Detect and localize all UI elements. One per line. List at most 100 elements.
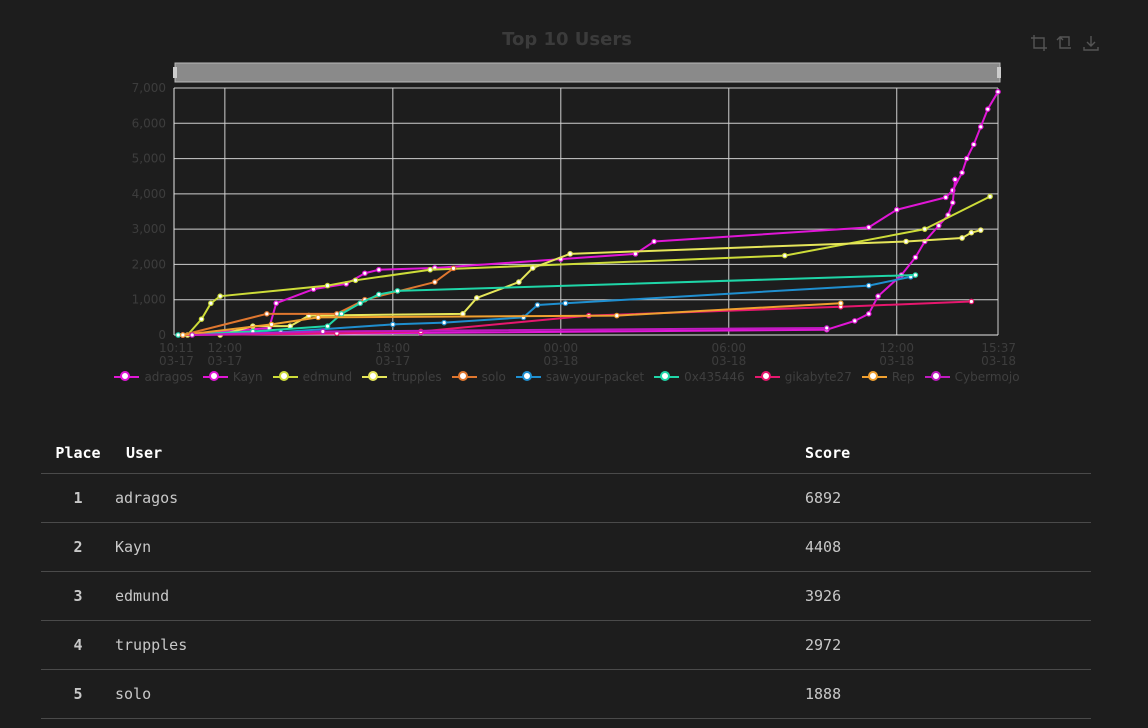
data-point-adragos	[995, 89, 1001, 95]
legend-item-Cybermojo[interactable]: Cybermojo	[924, 370, 1020, 384]
data-point-adragos	[893, 206, 900, 213]
data-point-adragos	[362, 270, 368, 277]
y-tick-label: 0	[158, 328, 166, 342]
data-point-trupples	[567, 251, 573, 257]
data-point-solo	[432, 279, 438, 285]
legend-item-trupples[interactable]: trupples	[362, 370, 442, 384]
data-point-trupples	[474, 295, 480, 301]
legend-label: edmund	[302, 370, 353, 384]
data-point-0x435446	[338, 311, 345, 317]
data-point-Rep	[180, 332, 186, 338]
x-tick-label: 03-18	[981, 354, 1016, 368]
y-tick-label: 3,000	[132, 222, 166, 236]
data-point-0x435446	[357, 300, 363, 307]
legend-label: Kayn	[232, 370, 263, 384]
data-point-adragos	[651, 238, 657, 245]
table-row: 5 solo 1888	[41, 669, 1091, 719]
zoom-icon[interactable]	[1030, 34, 1048, 52]
zoom-reset-icon[interactable]	[1056, 34, 1074, 52]
legend-item-Rep[interactable]: Rep	[861, 370, 915, 384]
user-cell: trupples	[115, 620, 805, 670]
place-cell: 5	[41, 669, 115, 719]
data-point-Kayn	[952, 176, 958, 183]
y-tick-label: 2,000	[132, 257, 166, 271]
user-cell: solo	[115, 669, 805, 719]
legend-label: trupples	[392, 370, 442, 384]
data-point-Rep	[613, 312, 620, 319]
score-cell: 6892	[805, 473, 1091, 523]
y-tick-label: 7,000	[132, 81, 166, 95]
x-tick-label: 15:37	[981, 341, 1016, 355]
score-header[interactable]: Score	[805, 433, 1091, 474]
legend-swatch-icon	[114, 370, 140, 384]
data-point-edmund	[987, 193, 993, 200]
legend-item-gikabyte27[interactable]: gikabyte27	[754, 370, 852, 384]
zoom-handle-left	[173, 67, 177, 78]
data-point-saw-your-packet	[390, 321, 396, 328]
leaderboard-table: Place User Score 1 adragos 6892 2 Kayn 4…	[41, 433, 1091, 719]
data-point-saw-your-packet	[865, 282, 872, 289]
data-point-Kayn	[865, 311, 872, 317]
score-cell: 1888	[805, 669, 1091, 719]
legend-item-adragos[interactable]: adragos	[114, 370, 193, 384]
y-tick-label: 6,000	[132, 116, 166, 130]
legend-item-Kayn[interactable]: Kayn	[202, 370, 263, 384]
legend-item-edmund[interactable]: edmund	[272, 370, 353, 384]
score-cell: 2972	[805, 620, 1091, 670]
data-point-0x435446	[175, 332, 181, 338]
x-tick-label: 12:00	[208, 341, 243, 355]
legend-swatch-icon	[362, 370, 388, 384]
place-cell: 4	[41, 620, 115, 670]
data-point-trupples	[968, 229, 975, 236]
chart-toolbox	[1030, 34, 1100, 52]
data-point-Kayn	[935, 222, 942, 229]
place-cell: 1	[41, 473, 115, 523]
table-row: 1 adragos 6892	[41, 473, 1091, 523]
data-point-trupples	[530, 265, 536, 271]
series-line-solo	[182, 267, 455, 336]
user-header[interactable]: User	[115, 433, 805, 474]
score-cell: 3926	[805, 571, 1091, 621]
legend-swatch-icon	[924, 370, 950, 384]
data-point-adragos	[273, 300, 279, 307]
legend-item-saw-your-packet[interactable]: saw-your-packet	[515, 370, 644, 384]
legend-label: Cybermojo	[954, 370, 1020, 384]
data-point-gikabyte27	[968, 298, 975, 305]
chart-legend: adragos Kayn edmund trupples solo saw-your-pa…	[0, 370, 1134, 384]
x-tick-label: 00:00	[544, 341, 579, 355]
x-tick-label: 03-18	[879, 354, 914, 368]
data-point-edmund	[921, 226, 928, 232]
zoom-slider	[174, 62, 1001, 83]
x-tick-label: 10:11	[159, 341, 194, 355]
data-point-solo	[450, 265, 457, 272]
place-cell: 2	[41, 522, 115, 572]
legend-item-solo[interactable]: solo	[451, 370, 506, 384]
legend-label: 0x435446	[684, 370, 745, 384]
x-tick-label: 12:00	[879, 341, 914, 355]
data-point-solo	[264, 311, 270, 317]
series-line-gikabyte27	[182, 300, 972, 336]
score-cell: 4408	[805, 522, 1091, 572]
legend-swatch-icon	[202, 370, 228, 384]
data-point-0x435446	[376, 291, 382, 298]
data-point-Cybermojo	[320, 328, 326, 335]
legend-label: Rep	[891, 370, 915, 384]
data-point-edmund	[352, 277, 359, 284]
user-cell: Kayn	[115, 522, 805, 572]
x-tick-label: 03-17	[207, 354, 242, 368]
data-point-adragos	[984, 106, 991, 112]
chart-title: Top 10 Users	[502, 29, 632, 50]
legend-swatch-icon	[754, 370, 780, 384]
legend-label: adragos	[144, 370, 193, 384]
data-point-adragos	[865, 224, 872, 231]
legend-item-0x435446[interactable]: 0x435446	[654, 370, 745, 384]
y-tick-label: 5,000	[132, 152, 166, 166]
data-point-edmund	[324, 282, 331, 289]
data-point-trupples	[516, 279, 522, 285]
place-header[interactable]: Place	[41, 433, 115, 474]
data-point-trupples	[460, 311, 466, 317]
download-icon[interactable]	[1082, 34, 1100, 52]
data-point-saw-your-packet	[562, 300, 569, 307]
x-tick-label: 03-18	[711, 354, 746, 368]
data-point-edmund	[208, 300, 214, 307]
